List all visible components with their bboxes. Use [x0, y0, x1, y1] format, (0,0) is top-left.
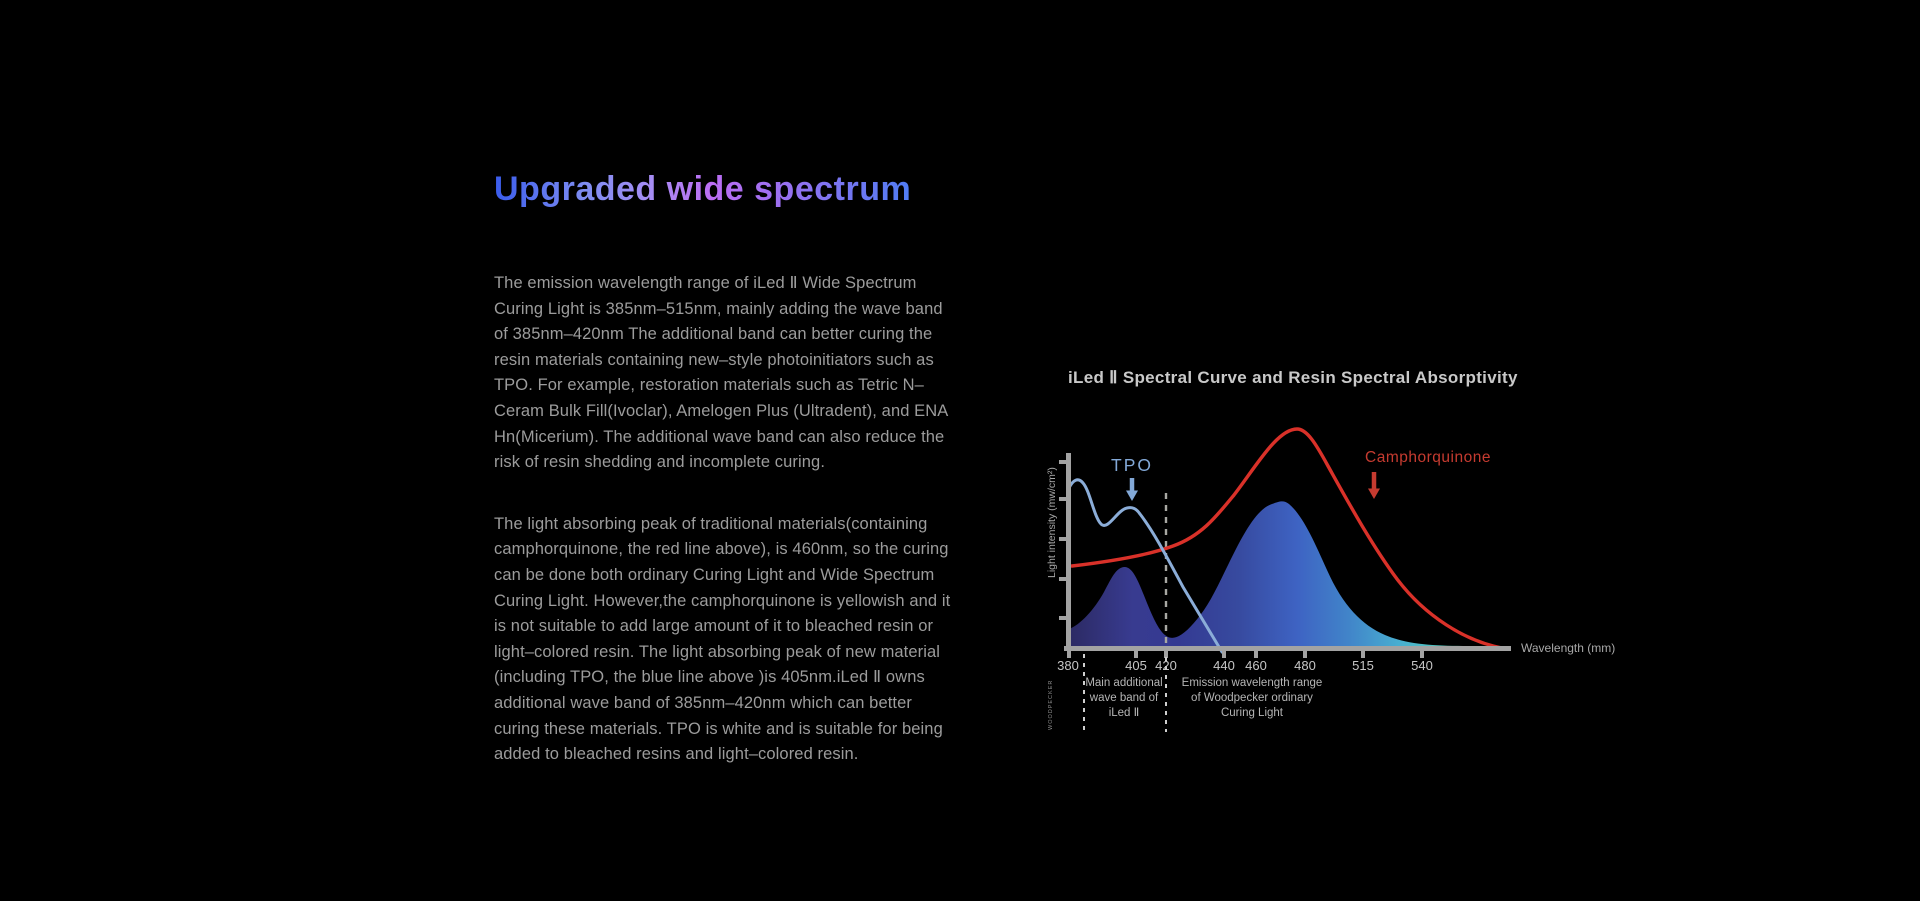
y-axis-label: Light intensity (mw/cm²) — [1046, 467, 1058, 578]
paragraph-absorbing-peak: The light absorbing peak of traditional … — [494, 514, 951, 764]
wave-band-dashed-markers — [1083, 654, 1167, 732]
y-axis — [1066, 453, 1071, 648]
svg-text:515: 515 — [1352, 658, 1374, 673]
camphorquinone-series-label: Camphorquinone — [1365, 449, 1491, 466]
svg-text:405: 405 — [1125, 658, 1147, 673]
body-copy: The emission wavelength range of iLed Ⅱ … — [494, 271, 960, 768]
annotation-ordinary-curing-light: Emission wavelength range of Woodpecker … — [1181, 677, 1323, 719]
tpo-arrow-icon — [1126, 478, 1138, 501]
x-axis — [1064, 646, 1511, 651]
annotation-additional-wave-band: Main additional wave band of iLed Ⅱ — [1085, 677, 1163, 719]
y-axis-ticks — [1059, 460, 1066, 620]
x-axis-label: Wavelength (mm) — [1521, 641, 1615, 655]
x-axis-tick-labels: 380 405 420 440 460 480 515 540 — [1057, 658, 1433, 673]
emission-spectrum-area — [1069, 501, 1492, 647]
tpo-series-label: TPO — [1111, 455, 1153, 475]
svg-text:460: 460 — [1245, 658, 1267, 673]
svg-text:540: 540 — [1411, 658, 1433, 673]
svg-text:380: 380 — [1057, 658, 1079, 673]
svg-text:480: 480 — [1294, 658, 1316, 673]
chart-title: iLed Ⅱ Spectral Curve and Resin Spectral… — [1068, 368, 1518, 387]
x-axis-ticks — [1067, 651, 1424, 658]
svg-text:420: 420 — [1155, 658, 1177, 673]
camphorquinone-arrow-icon — [1368, 472, 1380, 499]
svg-text:440: 440 — [1213, 658, 1235, 673]
spectral-chart-figure: 380 405 420 440 460 480 515 540 Waveleng… — [1046, 427, 1615, 732]
woodpecker-vertical-logo: WOODPECKER — [1048, 679, 1054, 730]
camphorquinone-curve — [1070, 427, 1504, 650]
paragraph-emission-range: The emission wavelength range of iLed Ⅱ … — [494, 274, 948, 472]
spectral-chart: iLed Ⅱ Spectral Curve and Resin Spectral… — [1044, 368, 1634, 788]
tpo-curve — [1067, 478, 1224, 654]
page-title: Upgraded wide spectrum — [494, 170, 912, 208]
